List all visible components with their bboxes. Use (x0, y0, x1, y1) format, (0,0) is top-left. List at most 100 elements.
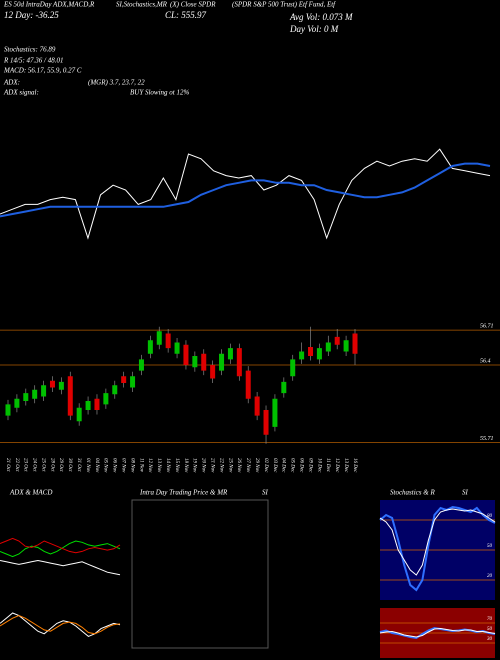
series-line (0, 540, 121, 558)
candle-body (130, 376, 136, 388)
x-tick-label: 30 Oct (67, 458, 72, 472)
candle-body (58, 381, 64, 390)
panel-title: SI (262, 489, 269, 497)
x-tick-label: 13 Nov (156, 458, 161, 473)
header-text: Day Vol: 0 M (289, 24, 339, 34)
header-text: ADX: (3, 79, 20, 87)
x-tick-label: 19 Nov (192, 458, 197, 473)
header-text: ADX signal: (3, 89, 39, 97)
series-line (0, 537, 121, 554)
x-tick-label: 11 Dec (325, 458, 330, 473)
candle-body (281, 381, 287, 394)
candle-body (94, 398, 100, 410)
x-tick-label: 25 Oct (40, 458, 45, 472)
candle-body (156, 331, 162, 345)
candle-body (5, 404, 11, 416)
candle-body (299, 351, 305, 360)
candle-body (263, 410, 269, 435)
candle-body (245, 370, 251, 399)
x-tick-label: 11 Nov (138, 458, 143, 473)
series-line (379, 508, 496, 576)
candle-body (227, 348, 233, 360)
x-tick-label: 03 Dec (272, 458, 277, 473)
x-tick-label: 22 Oct (14, 458, 19, 472)
x-tick-label: 29 Oct (58, 458, 63, 472)
candle-body (67, 376, 73, 416)
x-tick-label: 25 Nov (227, 458, 232, 473)
x-tick-label: 06 Dec (298, 458, 303, 473)
x-tick-label: 12 Nov (147, 458, 152, 473)
x-tick-label: 20 Nov (201, 458, 206, 473)
header-text: R 14/5: 47.36 / 48.01 (3, 57, 64, 65)
x-tick-label: 02 Dec (263, 458, 268, 473)
x-tick-label: 10 Dec (316, 458, 321, 473)
header-text: ES 50d IntraDay ADX,MACD,R (3, 1, 95, 9)
x-tick-label: 06 Nov (112, 458, 117, 473)
x-tick-label: 24 Oct (32, 458, 37, 472)
x-tick-label: 23 Oct (23, 458, 28, 472)
x-tick-label: 31 Oct (76, 458, 81, 472)
x-tick-label: 04 Dec (281, 458, 286, 473)
candle-body (14, 398, 20, 408)
panel-title: SI (462, 489, 469, 497)
candle-body (165, 333, 171, 349)
x-tick-label: 05 Nov (103, 458, 108, 473)
x-tick-label: 12 Dec (334, 458, 339, 473)
panel-title: ADX & MACD (9, 489, 52, 497)
candle-body (343, 340, 349, 352)
candle-body (32, 389, 38, 399)
header-text: MACD: 56.17, 55.9, 0.27 C (3, 67, 82, 75)
candle-body (147, 340, 153, 354)
x-tick-label: 22 Nov (218, 458, 223, 473)
header-text: (MGR) 3.7, 23.7, 22 (88, 79, 145, 87)
candle-body (254, 396, 260, 416)
x-tick-label: 08 Nov (129, 458, 134, 473)
series-line (0, 559, 121, 576)
candle-body (219, 353, 225, 371)
x-tick-label: 28 Oct (49, 458, 54, 472)
candle-body (103, 393, 109, 405)
x-tick-label: 21 Nov (210, 458, 215, 473)
y-tick-label: 20 (487, 574, 493, 579)
x-tick-label: 05 Dec (290, 458, 295, 473)
candle-body (41, 385, 47, 397)
candle-body (85, 401, 91, 410)
x-tick-label: 09 Dec (307, 458, 312, 473)
series-line (379, 627, 496, 638)
header-text: Avg Vol: 0.073 M (289, 12, 353, 22)
candle-body (112, 385, 118, 395)
candle-body (334, 336, 340, 345)
candle-body (23, 393, 29, 401)
series-line (379, 505, 496, 592)
header-text: 12 Day: -36.25 (4, 10, 59, 20)
header-text: SI,Stochastics,MR (116, 1, 168, 9)
x-tick-label: 29 Nov (254, 458, 259, 473)
x-tick-label: 01 Nov (85, 458, 90, 473)
series-line (0, 615, 121, 635)
candle-body (290, 359, 296, 377)
x-tick-label: 26 Nov (236, 458, 241, 473)
series-line (0, 148, 491, 240)
header-text: (X) Close SPDR (170, 1, 216, 9)
candle-body (236, 348, 242, 377)
x-tick-label: 27 Nov (245, 458, 250, 473)
y-tick-label: 55.71 (480, 436, 494, 442)
candle-body (352, 333, 358, 354)
candle-body (76, 407, 82, 422)
panel-title: Stochastics & R (390, 489, 435, 497)
panel-title: Intra Day Trading Price & MR (139, 489, 228, 497)
candle-body (183, 344, 189, 365)
header-text: (SPDR S&P 500 Trust) Etf Fund, Etf (232, 1, 336, 9)
intraday-panel (131, 499, 269, 649)
y-tick-label: 70 (487, 617, 493, 622)
x-tick-label: 16 Dec (352, 458, 357, 473)
x-tick-label: 15 Nov (174, 458, 179, 473)
candle-body (192, 356, 198, 368)
candle-body (272, 398, 278, 427)
y-tick-label: 56.4 (480, 357, 491, 364)
x-tick-label: 21 Oct (5, 458, 10, 472)
header-text: Stochastics: 76.89 (4, 46, 56, 54)
candle-body (138, 359, 144, 371)
candle-body (308, 347, 314, 356)
